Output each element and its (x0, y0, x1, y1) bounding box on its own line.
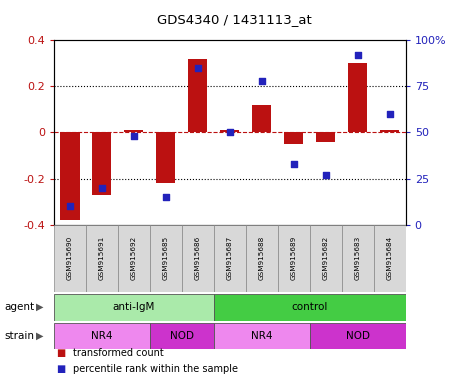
Bar (92, 132, 112, 195)
Point (98, 185, 106, 191)
Bar (118, 225, 150, 292)
Text: NOD: NOD (170, 331, 194, 341)
Text: GSM915684: GSM915684 (387, 236, 393, 280)
Point (194, 65, 202, 71)
Text: strain: strain (5, 331, 35, 341)
Text: GSM915692: GSM915692 (131, 236, 137, 280)
Point (258, 78, 265, 84)
Point (162, 194, 170, 200)
Text: GSM915687: GSM915687 (227, 236, 233, 280)
Bar (150, 225, 182, 292)
Point (66, 203, 74, 209)
Point (130, 133, 137, 139)
Point (290, 161, 297, 167)
Text: ■: ■ (56, 348, 66, 358)
Bar (316, 132, 335, 142)
Bar (310, 225, 342, 292)
Bar (54, 323, 150, 349)
Bar (54, 294, 214, 321)
Bar (214, 323, 310, 349)
Text: percentile rank within the sample: percentile rank within the sample (73, 364, 238, 374)
Bar (214, 225, 246, 292)
Bar (214, 294, 406, 321)
Bar (310, 323, 406, 349)
Bar (156, 132, 175, 183)
Bar (220, 130, 239, 132)
Text: ▶: ▶ (36, 331, 44, 341)
Text: GSM915683: GSM915683 (355, 236, 361, 280)
Bar (61, 132, 80, 220)
Text: anti-IgM: anti-IgM (113, 302, 155, 312)
Text: GSM915685: GSM915685 (163, 236, 169, 280)
Bar (278, 225, 310, 292)
Bar (284, 132, 303, 144)
Text: NR4: NR4 (251, 331, 272, 341)
Text: transformed count: transformed count (73, 348, 163, 358)
Text: ■: ■ (56, 364, 66, 374)
Bar (380, 130, 399, 132)
Bar (182, 225, 214, 292)
Text: GSM915682: GSM915682 (323, 236, 329, 280)
Text: GSM915691: GSM915691 (99, 236, 105, 280)
Bar (124, 130, 144, 132)
Bar (252, 105, 272, 132)
Text: NR4: NR4 (91, 331, 113, 341)
Bar (374, 225, 406, 292)
Bar (188, 59, 207, 132)
Text: GSM915686: GSM915686 (195, 236, 201, 280)
Text: GSM915689: GSM915689 (291, 236, 297, 280)
Bar (150, 323, 214, 349)
Point (226, 129, 234, 136)
Bar (86, 225, 118, 292)
Bar (54, 225, 86, 292)
Text: agent: agent (5, 302, 35, 312)
Point (386, 111, 393, 117)
Text: GSM915690: GSM915690 (67, 236, 73, 280)
Text: NOD: NOD (346, 331, 370, 341)
Text: ▶: ▶ (36, 302, 44, 312)
Text: control: control (292, 302, 328, 312)
Point (354, 52, 362, 58)
Bar (348, 63, 367, 132)
Point (322, 172, 330, 178)
Bar (342, 225, 374, 292)
Text: GSM915688: GSM915688 (259, 236, 265, 280)
Text: GDS4340 / 1431113_at: GDS4340 / 1431113_at (157, 13, 312, 26)
Bar (246, 225, 278, 292)
